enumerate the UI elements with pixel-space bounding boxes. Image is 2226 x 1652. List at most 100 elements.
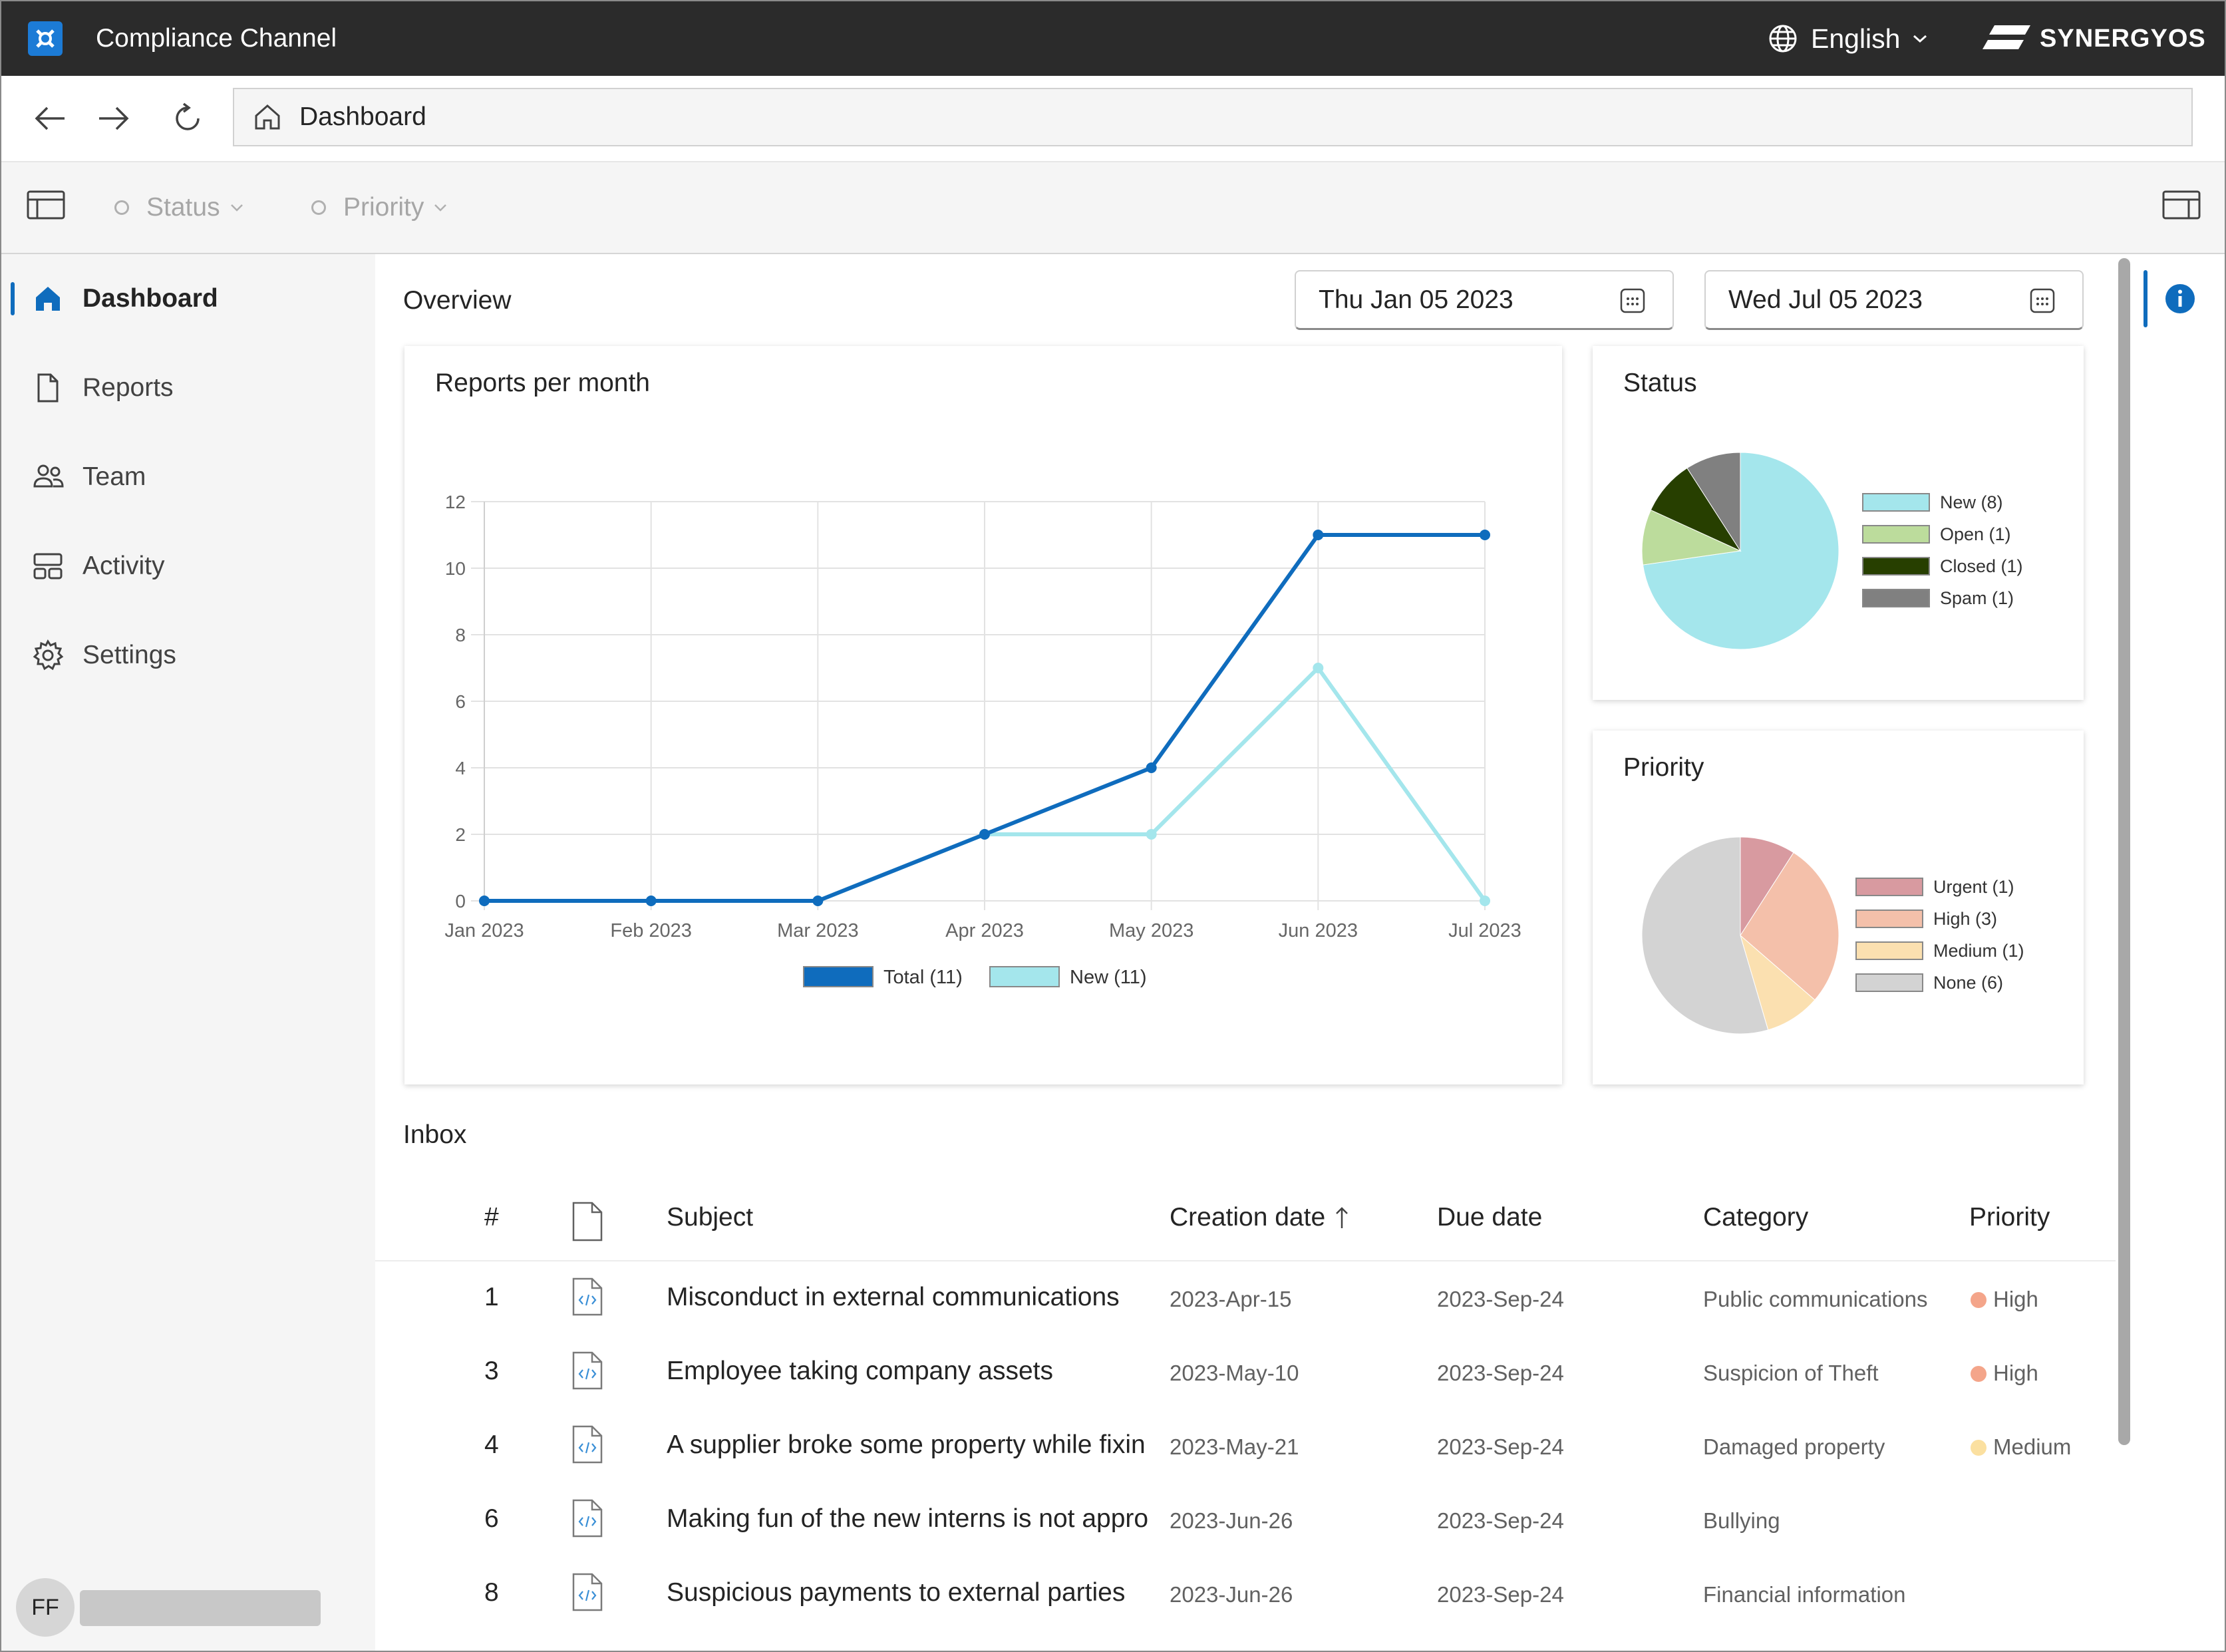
end-date-value: Wed Jul 05 2023 — [1728, 285, 1923, 314]
sidebar: Dashboard Reports Team Activity Settings — [1, 254, 375, 1651]
status-chart-card: Status New (8) Open (1) Closed (1) Spam (1) — [1593, 346, 2084, 700]
legend-label: None (6) — [1933, 973, 2003, 993]
legend-swatch — [803, 966, 874, 987]
document-icon — [572, 1202, 603, 1241]
panel-toggle-icon[interactable] — [27, 190, 65, 220]
pie-slice — [1740, 934, 1816, 1031]
code-file-icon — [572, 1277, 603, 1316]
priority-label: High — [1993, 1361, 2038, 1385]
status-chart-title: Status — [1623, 369, 1697, 397]
legend-swatch — [1855, 909, 1923, 928]
pie-slice — [1641, 509, 1742, 566]
row-category: Bullying — [1703, 1508, 1780, 1533]
row-subject: Making fun of the new interns is not app… — [667, 1504, 1149, 1533]
data-point — [1480, 530, 1490, 540]
header-divider — [375, 1260, 2116, 1261]
priority-filter[interactable]: Priority — [311, 189, 448, 226]
priority-label: High — [1993, 1287, 2038, 1311]
data-point — [479, 896, 490, 906]
people-icon — [33, 464, 64, 488]
x-tick-label: Apr 2023 — [945, 920, 1024, 941]
row-category: Suspicion of Theft — [1703, 1361, 1879, 1385]
row-creation-date: 2023-Jun-26 — [1170, 1582, 1293, 1607]
start-date-picker[interactable]: Thu Jan 05 2023 — [1295, 270, 1674, 330]
back-button[interactable] — [31, 98, 71, 138]
row-creation-date: 2023-May-21 — [1170, 1434, 1299, 1459]
language-selector[interactable]: English — [1768, 20, 1941, 57]
gear-icon — [33, 639, 64, 671]
x-tick-label: Feb 2023 — [610, 920, 692, 941]
legend-swatch — [989, 966, 1060, 987]
y-tick-label: 12 — [445, 492, 466, 512]
brand-mark-icon — [1983, 25, 2030, 49]
data-point — [1313, 530, 1324, 540]
column-header-category[interactable]: Category — [1703, 1203, 1809, 1232]
refresh-button[interactable] — [168, 98, 208, 138]
home-icon — [36, 287, 60, 311]
column-header-due-date[interactable]: Due date — [1437, 1203, 1543, 1232]
legend-label: Closed (1) — [1940, 556, 2023, 576]
vertical-scrollbar[interactable] — [2118, 258, 2130, 1445]
status-filter[interactable]: Status — [114, 189, 244, 226]
column-header-subject[interactable]: Subject — [667, 1203, 754, 1232]
side-panel-icon[interactable] — [2162, 190, 2201, 220]
globe-icon — [1769, 25, 1797, 53]
column-header-number[interactable]: # — [484, 1203, 499, 1232]
end-date-picker[interactable]: Wed Jul 05 2023 — [1704, 270, 2084, 330]
address-text: Dashboard — [299, 102, 426, 131]
legend-label: Total (11) — [883, 967, 963, 988]
row-due-date: 2023-Sep-24 — [1437, 1434, 1564, 1459]
legend-swatch — [1862, 557, 1930, 576]
y-tick-label: 0 — [455, 891, 466, 911]
legend-swatch — [1855, 973, 1923, 992]
x-tick-label: Mar 2023 — [777, 920, 859, 941]
priority-dot — [1971, 1292, 1987, 1308]
info-panel-indicator — [2144, 270, 2147, 327]
sidebar-item-reports[interactable]: Reports — [1, 358, 375, 418]
info-icon[interactable] — [2165, 283, 2195, 314]
priority-label: Medium — [1993, 1434, 2072, 1459]
address-bar[interactable]: Dashboard — [233, 88, 2193, 146]
calendar-icon — [2030, 288, 2055, 313]
data-point — [1480, 896, 1490, 906]
home-outline-icon — [255, 104, 280, 130]
reports-chart-card: Reports per month 0 2 4 6 8 10 12 Jan 2023 Feb 2… — [404, 346, 1562, 1084]
x-tick-label: May 2023 — [1109, 920, 1193, 941]
sidebar-item-team[interactable]: Team — [1, 447, 375, 507]
inbox-title: Inbox — [403, 1120, 467, 1149]
legend-swatch — [1862, 589, 1930, 607]
row-due-date: 2023-Sep-24 — [1437, 1582, 1564, 1607]
row-creation-date: 2023-Apr-15 — [1170, 1287, 1292, 1311]
row-number: 1 — [484, 1283, 499, 1311]
row-number: 6 — [484, 1504, 499, 1533]
row-priority: Medium — [1971, 1434, 2104, 1460]
sidebar-item-dashboard[interactable]: Dashboard — [1, 269, 375, 329]
data-point — [812, 896, 824, 906]
row-subject: Employee taking company assets — [667, 1357, 1053, 1385]
row-category: Damaged property — [1703, 1434, 1885, 1459]
sort-ascending-icon — [1336, 1207, 1349, 1228]
legend-swatch — [1862, 525, 1930, 544]
reports-chart-title: Reports per month — [435, 369, 650, 397]
overview-title: Overview — [403, 286, 512, 315]
sidebar-item-settings[interactable]: Settings — [1, 625, 375, 685]
calendar-icon — [1620, 288, 1645, 313]
column-header-priority[interactable]: Priority — [1969, 1203, 2050, 1232]
priority-chart-card: Priority Urgent (1) High (3) Medium (1) Non… — [1593, 731, 2084, 1084]
user-name-redacted — [80, 1590, 321, 1626]
avatar[interactable]: FF — [16, 1578, 75, 1637]
data-point — [1146, 762, 1157, 773]
legend-label: Spam (1) — [1940, 588, 2014, 608]
column-header-creation-date[interactable]: Creation date — [1170, 1203, 1349, 1232]
pie-slice — [1686, 452, 1741, 552]
data-point — [645, 896, 657, 906]
sidebar-item-activity[interactable]: Activity — [1, 536, 375, 596]
y-tick-label: 4 — [455, 758, 466, 778]
code-file-icon — [572, 1351, 603, 1390]
forward-button[interactable] — [93, 98, 133, 138]
row-creation-date: 2023-Jun-26 — [1170, 1508, 1293, 1533]
radio-icon — [311, 200, 326, 215]
code-file-icon — [572, 1425, 603, 1464]
legend-label: Open (1) — [1940, 524, 2011, 544]
